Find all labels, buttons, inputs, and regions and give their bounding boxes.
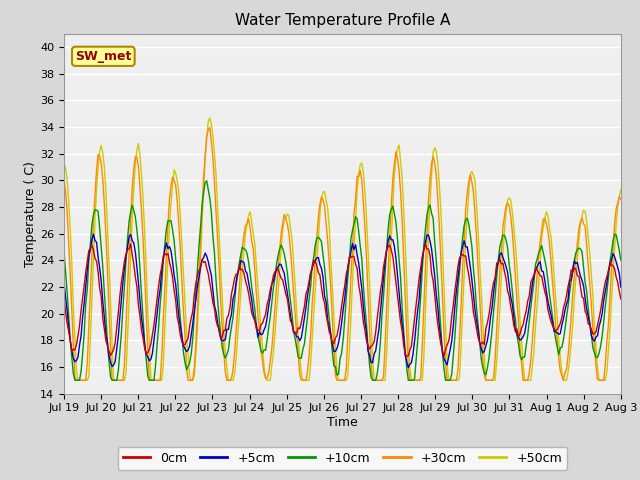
X-axis label: Time: Time: [327, 416, 358, 429]
Text: SW_met: SW_met: [75, 50, 131, 63]
Y-axis label: Temperature ( C): Temperature ( C): [24, 161, 37, 266]
Title: Water Temperature Profile A: Water Temperature Profile A: [235, 13, 450, 28]
Legend: 0cm, +5cm, +10cm, +30cm, +50cm: 0cm, +5cm, +10cm, +30cm, +50cm: [118, 447, 567, 469]
